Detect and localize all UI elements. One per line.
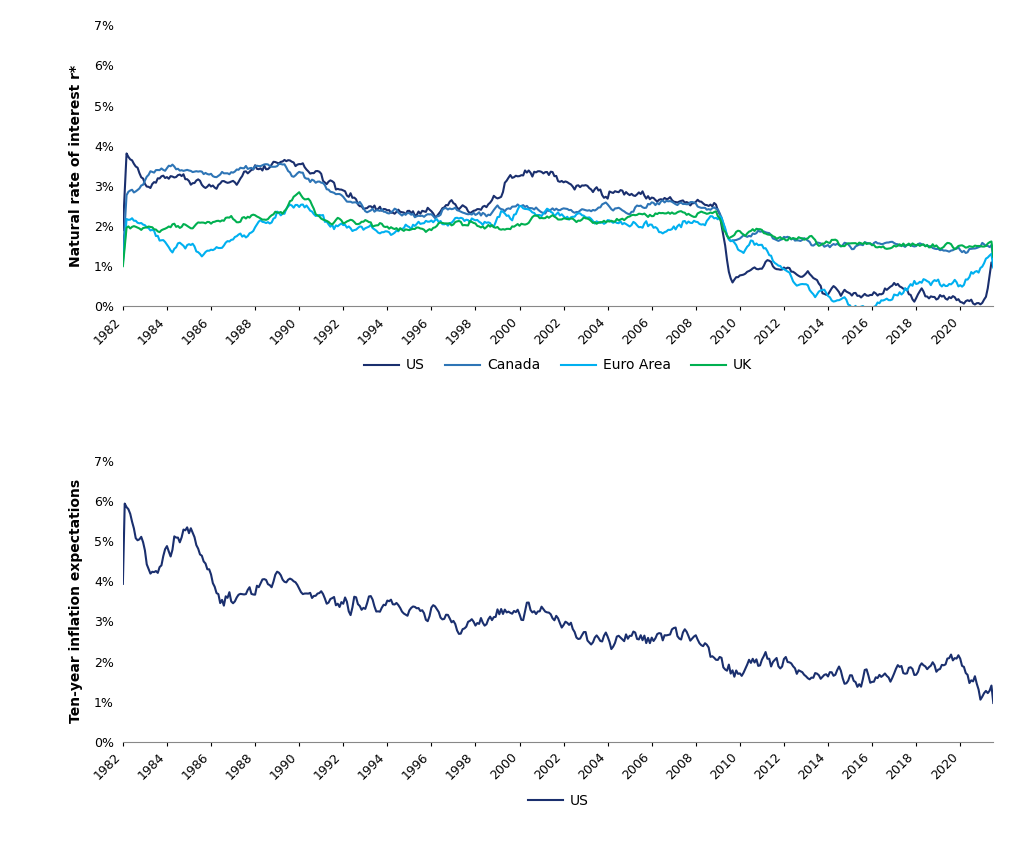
Legend: US, Canada, Euro Area, UK: US, Canada, Euro Area, UK (358, 353, 758, 378)
Euro Area (119, 238, 131, 248)
Y-axis label: Ten-year inflation expectations: Ten-year inflation expectations (69, 480, 83, 723)
US (987, 261, 999, 271)
Y-axis label: Natural rate of interest r*: Natural rate of interest r* (69, 65, 83, 267)
US (749, 658, 761, 668)
US (876, 672, 888, 682)
UK (293, 187, 305, 197)
US (117, 579, 129, 589)
Canada (719, 225, 731, 235)
Line: UK: UK (123, 192, 993, 266)
US (647, 636, 659, 646)
Canada (876, 239, 888, 250)
Legend: US: US (522, 788, 594, 813)
UK (876, 242, 888, 252)
Canada (987, 254, 999, 264)
Canada (179, 165, 191, 175)
Euro Area (877, 295, 889, 305)
US (121, 148, 133, 158)
US (876, 289, 888, 299)
Canada (647, 198, 659, 208)
US (119, 187, 131, 197)
Line: US: US (123, 503, 993, 703)
UK (749, 226, 761, 236)
UK (987, 252, 999, 262)
US (719, 664, 731, 674)
UK (119, 242, 131, 252)
Canada (749, 229, 761, 239)
Euro Area (297, 200, 309, 210)
UK (179, 219, 191, 229)
Euro Area (749, 239, 761, 250)
Euro Area (647, 223, 659, 233)
Canada (117, 248, 129, 258)
US (749, 262, 761, 272)
Line: Canada: Canada (123, 164, 993, 259)
US (117, 225, 129, 235)
UK (719, 227, 731, 237)
US (119, 498, 131, 508)
Line: US: US (123, 153, 993, 304)
US (647, 193, 659, 203)
UK (117, 261, 129, 271)
US (181, 523, 194, 533)
US (719, 240, 731, 250)
US (181, 175, 194, 185)
Euro Area (864, 307, 877, 317)
Euro Area (987, 262, 999, 272)
Canada (119, 221, 131, 231)
Euro Area (719, 223, 731, 234)
US (121, 502, 133, 513)
Euro Area (117, 257, 129, 267)
UK (647, 211, 659, 221)
Euro Area (179, 244, 191, 254)
US (987, 698, 999, 708)
Canada (272, 158, 285, 169)
US (969, 299, 981, 309)
Line: Euro Area: Euro Area (123, 205, 993, 312)
